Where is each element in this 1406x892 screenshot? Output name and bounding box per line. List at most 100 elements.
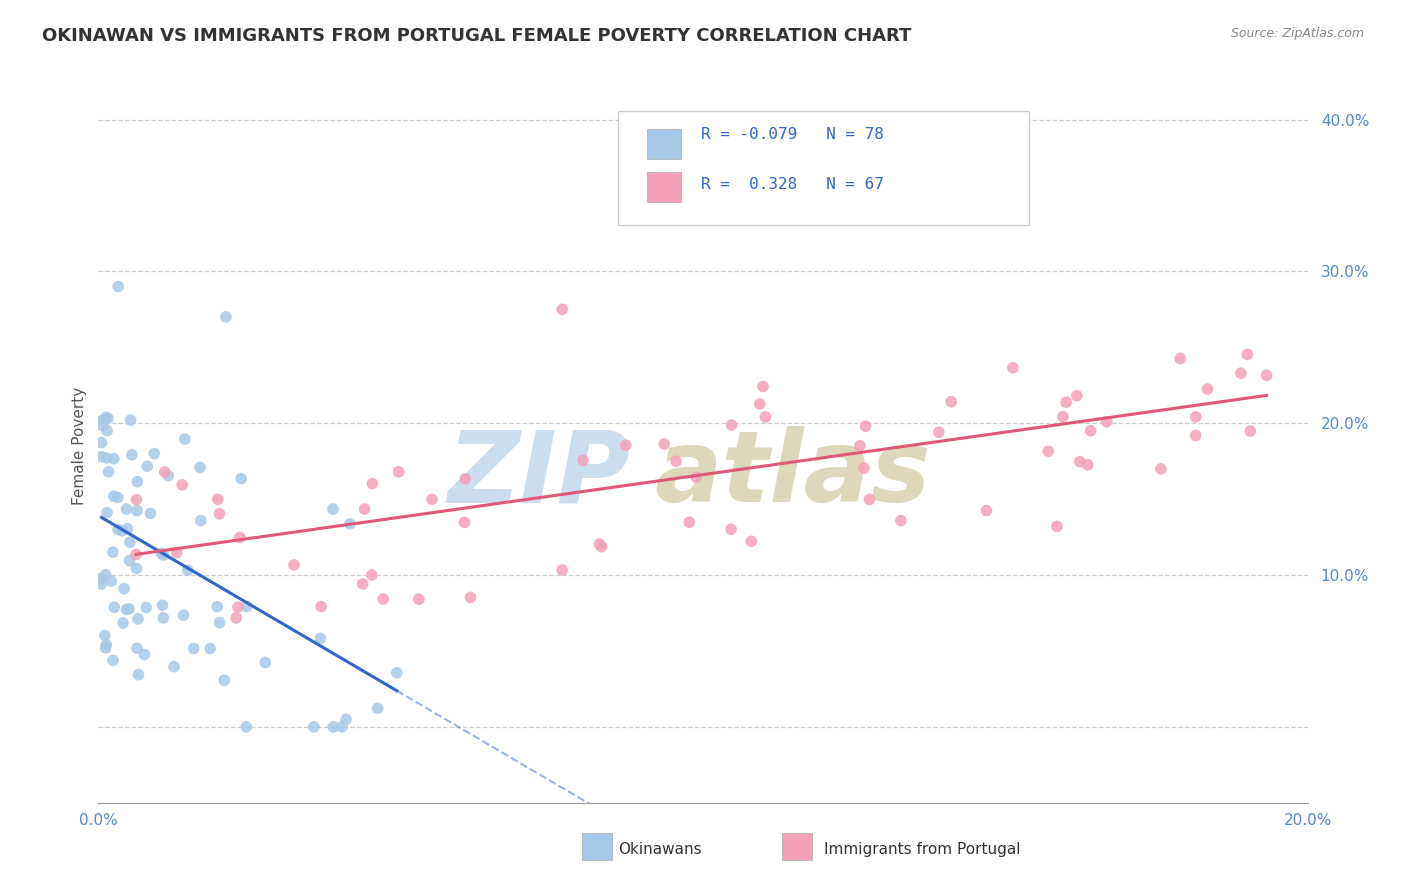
Point bbox=[135, 600, 157, 615]
Point bbox=[1046, 519, 1069, 533]
Point bbox=[1184, 409, 1206, 424]
Point bbox=[1080, 424, 1102, 438]
Point bbox=[176, 563, 198, 577]
Point bbox=[107, 523, 129, 537]
Point bbox=[309, 599, 332, 614]
Bar bbox=[647, 172, 682, 202]
Point bbox=[1054, 395, 1077, 409]
Point bbox=[117, 522, 139, 536]
Point bbox=[94, 567, 117, 582]
Point bbox=[720, 417, 742, 432]
Point bbox=[353, 502, 375, 516]
Point bbox=[96, 424, 118, 438]
Point bbox=[208, 615, 231, 630]
Point bbox=[768, 181, 790, 195]
Point bbox=[928, 425, 950, 440]
Point bbox=[115, 602, 138, 616]
Point bbox=[309, 632, 332, 646]
Point bbox=[125, 641, 148, 656]
Point bbox=[139, 507, 162, 521]
Point bbox=[107, 491, 129, 505]
Point bbox=[1256, 368, 1278, 383]
Point bbox=[226, 600, 249, 615]
Point bbox=[121, 448, 143, 462]
Point bbox=[94, 410, 117, 425]
Point bbox=[858, 492, 880, 507]
Point bbox=[125, 492, 148, 507]
Point bbox=[229, 472, 252, 486]
Point bbox=[183, 641, 205, 656]
Point bbox=[453, 516, 475, 530]
Point bbox=[1150, 462, 1173, 476]
Point bbox=[101, 545, 124, 559]
Point bbox=[1184, 428, 1206, 442]
Point bbox=[157, 468, 180, 483]
Point bbox=[572, 453, 595, 467]
FancyBboxPatch shape bbox=[619, 111, 1029, 225]
Point bbox=[665, 454, 688, 468]
Point bbox=[143, 446, 166, 460]
Point bbox=[91, 418, 114, 433]
Point bbox=[118, 553, 141, 567]
Point bbox=[93, 413, 115, 427]
Point bbox=[229, 531, 252, 545]
Point bbox=[1066, 389, 1088, 403]
Point bbox=[90, 571, 112, 585]
Point bbox=[94, 640, 117, 655]
Point bbox=[551, 563, 574, 577]
Point bbox=[720, 522, 742, 536]
Point bbox=[591, 540, 613, 554]
Point bbox=[111, 524, 134, 538]
Point bbox=[103, 451, 125, 466]
Point bbox=[352, 577, 374, 591]
Bar bbox=[782, 833, 811, 860]
Point bbox=[118, 535, 141, 549]
Point bbox=[614, 438, 637, 452]
Point bbox=[125, 561, 148, 575]
Point bbox=[103, 600, 125, 615]
Text: R = -0.079   N = 78: R = -0.079 N = 78 bbox=[700, 128, 883, 142]
Point bbox=[118, 602, 141, 616]
Point bbox=[855, 419, 877, 434]
Point bbox=[685, 470, 707, 484]
Point bbox=[115, 502, 138, 516]
Point bbox=[90, 577, 112, 591]
Point bbox=[454, 472, 477, 486]
Point bbox=[1077, 458, 1099, 472]
Point bbox=[136, 459, 159, 474]
Point bbox=[163, 659, 186, 673]
Bar bbox=[647, 129, 682, 159]
Point bbox=[101, 653, 124, 667]
Point bbox=[754, 409, 776, 424]
Point bbox=[385, 665, 408, 680]
Text: Source: ZipAtlas.com: Source: ZipAtlas.com bbox=[1230, 27, 1364, 40]
Point bbox=[96, 450, 118, 465]
Point bbox=[588, 537, 610, 551]
Point bbox=[127, 667, 149, 681]
Point bbox=[107, 279, 129, 293]
Point bbox=[150, 547, 173, 561]
Point bbox=[420, 492, 443, 507]
Text: OKINAWAN VS IMMIGRANTS FROM PORTUGAL FEMALE POVERTY CORRELATION CHART: OKINAWAN VS IMMIGRANTS FROM PORTUGAL FEM… bbox=[42, 27, 911, 45]
Point bbox=[322, 502, 344, 516]
Point bbox=[215, 310, 238, 324]
Point bbox=[283, 558, 305, 572]
Point bbox=[205, 599, 228, 614]
Point bbox=[339, 516, 361, 531]
Point bbox=[373, 592, 395, 607]
Point bbox=[302, 720, 325, 734]
Text: atlas: atlas bbox=[655, 426, 931, 523]
Point bbox=[152, 611, 174, 625]
Point bbox=[172, 478, 194, 492]
Point bbox=[173, 608, 195, 623]
Point bbox=[96, 638, 118, 652]
Point bbox=[1038, 444, 1060, 458]
Point bbox=[1069, 455, 1091, 469]
Point bbox=[748, 397, 770, 411]
Point bbox=[127, 475, 149, 489]
Point bbox=[740, 534, 762, 549]
Point bbox=[100, 574, 122, 588]
Point bbox=[96, 506, 118, 520]
Point bbox=[1168, 351, 1191, 366]
Point bbox=[120, 413, 142, 427]
